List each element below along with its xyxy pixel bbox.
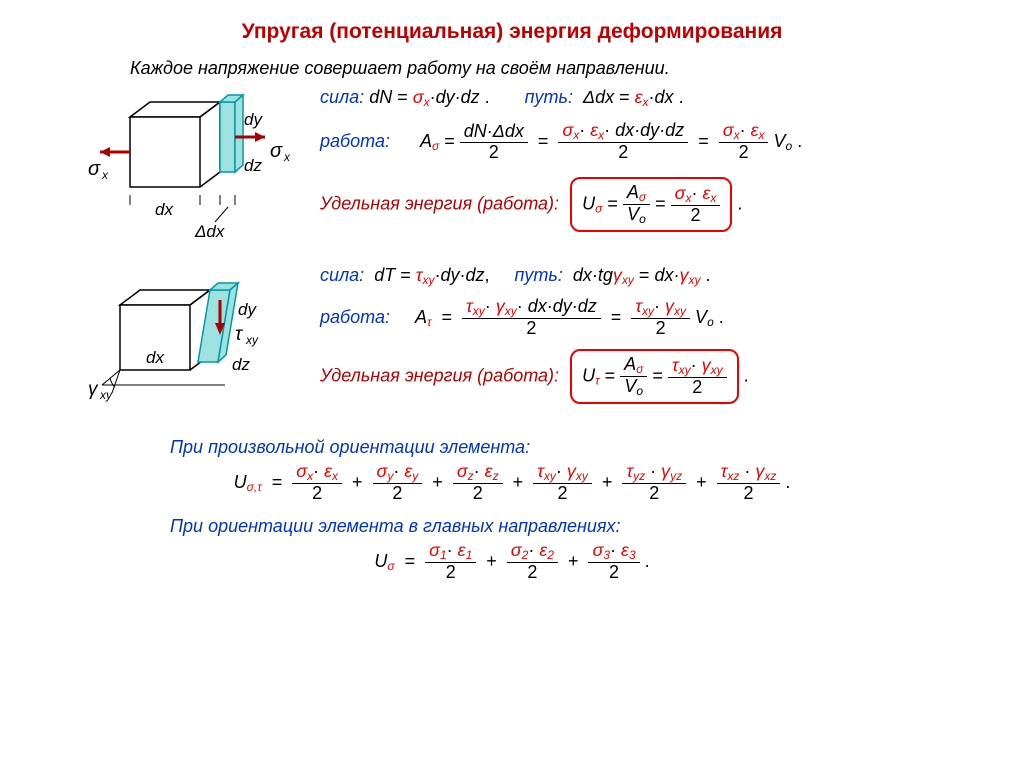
- svg-text:xy: xy: [245, 333, 259, 347]
- formula-principal-sum: Uσ = σ1· ε12 + σ2· ε22 + σ3· ε32 .: [0, 541, 1024, 583]
- label-work-2: работа:: [320, 307, 390, 327]
- label-work-1: работа:: [320, 131, 390, 151]
- label-specific-1: Удельная энергия (работа):: [320, 193, 559, 213]
- svg-text:xy: xy: [99, 388, 113, 402]
- svg-text:dx: dx: [146, 348, 164, 367]
- boxed-result-tau: Uτ = AσVо = τxy· γxy2: [570, 349, 739, 404]
- svg-text:dx: dx: [155, 200, 173, 219]
- svg-text:σ: σ: [270, 140, 283, 162]
- label-path-2: путь:: [515, 265, 563, 285]
- label-specific-2: Удельная энергия (работа):: [320, 365, 559, 385]
- formula-full-sum: Uσ,τ = σx· εx2 + σy· εy2 + σz· εz2 + τxy…: [0, 462, 1024, 504]
- svg-text:x: x: [101, 168, 109, 182]
- label-force-1: сила:: [320, 87, 364, 107]
- page-title: Упругая (потенциальная) энергия деформир…: [0, 0, 1024, 44]
- intro-text: Каждое напряжение совершает работу на св…: [130, 58, 1024, 79]
- label-principal: При ориентации элемента в главных направ…: [170, 516, 1024, 537]
- svg-text:dz: dz: [244, 156, 262, 175]
- label-force-2: сила:: [320, 265, 364, 285]
- svg-text:dy: dy: [238, 300, 257, 319]
- cube-diagram-sigma: σ x σ x dy dz dx Δdx: [60, 87, 310, 257]
- svg-text:x: x: [283, 150, 291, 164]
- label-arbitrary: При произвольной ориентации элемента:: [170, 437, 1024, 458]
- svg-text:dz: dz: [232, 355, 250, 374]
- boxed-result-sigma: Uσ = AσVо = σx· εx2: [570, 177, 732, 232]
- svg-text:γ: γ: [88, 379, 99, 400]
- cube-diagram-tau: dy τ xy dz dx γ xy: [60, 265, 310, 425]
- svg-text:σ: σ: [88, 158, 101, 180]
- label-path-1: путь:: [525, 87, 573, 107]
- svg-text:Δdx: Δdx: [194, 222, 225, 241]
- svg-text:τ: τ: [235, 324, 244, 345]
- svg-text:dy: dy: [244, 110, 263, 129]
